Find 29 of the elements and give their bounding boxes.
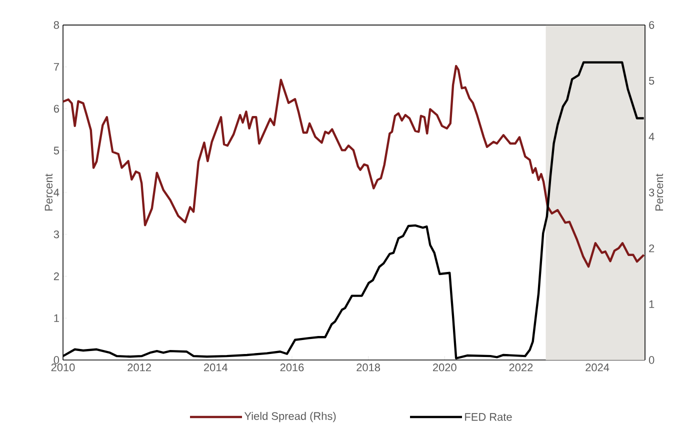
y2-tick-label: 2 <box>649 244 654 252</box>
y-tick-label: 7 <box>54 63 59 71</box>
x-tick-label: 2024 <box>586 364 610 372</box>
x-tick-label: 2016 <box>280 364 304 372</box>
y2-tick-label: 4 <box>648 132 654 140</box>
x-tick-label: 2014 <box>204 364 228 372</box>
line-series <box>63 64 645 268</box>
x-tick-label: 2022 <box>509 364 533 372</box>
y-axis-title: Percent <box>44 174 53 210</box>
legend-label: Yield Spread (Rhs) <box>244 412 336 422</box>
x-tick-label: 2020 <box>433 364 456 372</box>
y2-tick-label: 6 <box>649 21 654 29</box>
y2-tick-label: 0 <box>648 356 654 364</box>
y-tick-label: 8 <box>54 21 59 29</box>
x-tick-label: 2012 <box>128 364 151 372</box>
legend-label: FED Rate <box>465 413 512 421</box>
y-tick-label: 1 <box>54 314 59 322</box>
y-tick-label: 4 <box>54 188 60 196</box>
x-tick-label: 2018 <box>356 364 380 372</box>
y2-axis-title: Percent <box>655 174 664 210</box>
x-tick-label: 2010 <box>51 364 75 372</box>
y2-tick-label: 5 <box>648 77 654 85</box>
y2-tick-label: 1 <box>649 300 654 308</box>
y-tick-label: 0 <box>54 356 60 364</box>
y-tick-label: 3 <box>54 230 59 238</box>
y2-tick-label: 3 <box>648 188 654 196</box>
y-tick-label: 2 <box>54 272 59 280</box>
y-tick-label: 5 <box>54 146 60 154</box>
y-tick-label: 6 <box>54 104 59 113</box>
